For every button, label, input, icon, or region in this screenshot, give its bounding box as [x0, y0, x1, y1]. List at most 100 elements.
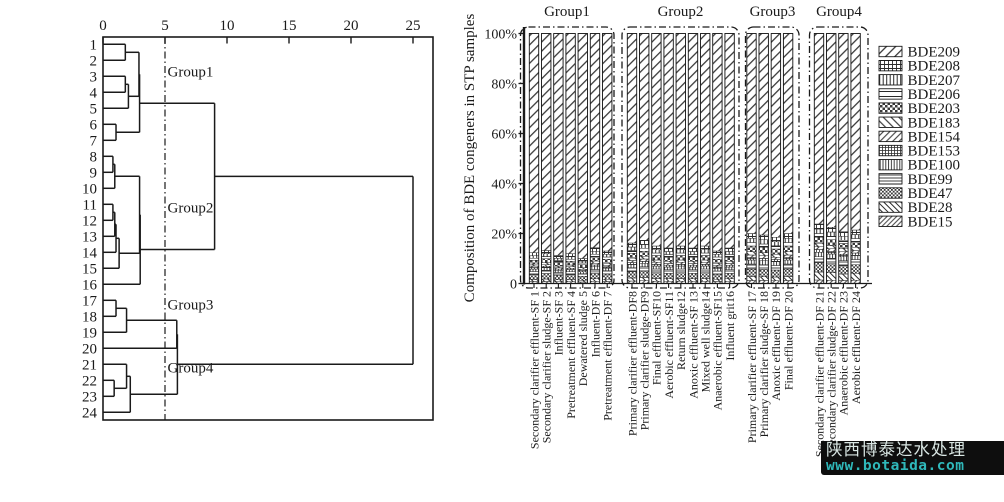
- bar-segment: [724, 269, 735, 274]
- bar-segment: [746, 263, 757, 270]
- bar-segment: [577, 264, 588, 268]
- bar-segment: [814, 262, 824, 273]
- bar-segment: [850, 255, 861, 260]
- bar-segment: [675, 262, 686, 265]
- bar: [651, 33, 662, 284]
- bar-segment: [602, 263, 613, 266]
- bar-segment: [627, 250, 637, 254]
- bar-segment: [675, 245, 686, 250]
- bar-segment: [724, 266, 735, 270]
- bar-segment: [602, 256, 613, 260]
- bar-segment: [724, 261, 735, 264]
- legend-item: BDE28: [878, 200, 953, 216]
- legend-label: BDE47: [908, 186, 954, 202]
- bar-segment: [850, 273, 861, 281]
- bar-segment: [529, 252, 539, 256]
- bar-segment: [529, 258, 539, 261]
- chart-group-label: Group1: [544, 4, 590, 20]
- legend-label: BDE28: [908, 200, 953, 216]
- bar-segment: [565, 264, 576, 267]
- leaf-label: 15: [82, 261, 97, 277]
- leaf-label: 22: [82, 373, 97, 389]
- legend-swatch: [878, 116, 903, 128]
- leaf-label: 24: [82, 405, 98, 421]
- bar-segment: [712, 256, 723, 260]
- bar-segment: [590, 264, 600, 267]
- x-tick-label: Secondary clarifier sludge-DF 22: [825, 291, 839, 451]
- bar-segment: [838, 254, 849, 257]
- bar-segment: [529, 279, 539, 282]
- bar-segment: [724, 256, 735, 262]
- bar-segment: [700, 249, 711, 254]
- bar-segment: [712, 250, 723, 255]
- bar-segment: [712, 265, 723, 268]
- bar-segment: [838, 248, 849, 252]
- bar-segment: [639, 261, 650, 264]
- bar: [626, 33, 638, 284]
- y-tick-label: 20%: [491, 227, 517, 242]
- x-tick-label: Influent-SF 3: [552, 291, 566, 355]
- bar-segment: [663, 266, 674, 270]
- legend-label: BDE99: [908, 172, 953, 188]
- leaf-label: 23: [82, 389, 97, 405]
- bar-segment: [639, 256, 650, 260]
- x-tick-label: Primary clarifier effluent-DF8: [625, 291, 639, 436]
- bar-segment: [553, 258, 564, 261]
- bar-segment: [746, 257, 757, 261]
- bar-segment: [675, 272, 686, 279]
- bar-segment: [826, 263, 837, 273]
- bar-segment: [770, 257, 781, 260]
- legend-swatch: [878, 173, 903, 185]
- leaf-label: 19: [82, 325, 97, 341]
- bar-segment: [783, 257, 794, 261]
- bar: [813, 33, 825, 284]
- bar-segment: [553, 255, 564, 259]
- legend-swatch: [878, 144, 903, 157]
- bar-segment: [758, 276, 769, 281]
- x-tick-label: Secondary clarifier sludge-SF 2: [540, 291, 554, 443]
- bar-segment: [627, 246, 637, 251]
- bar-segment: [712, 279, 723, 282]
- bar-segment: [663, 247, 674, 252]
- bar-segment: [826, 258, 837, 264]
- dendrogram-group-label: Group3: [168, 297, 214, 313]
- bar-segment: [675, 265, 686, 270]
- bar-segment: [850, 229, 861, 235]
- bar-segment: [700, 265, 711, 270]
- bar-segment: [814, 256, 824, 263]
- bar-segment: [553, 279, 564, 282]
- bar-segment: [639, 258, 650, 262]
- bar-segment: [651, 249, 662, 254]
- bar-segment: [529, 271, 539, 275]
- legend-label: BDE206: [908, 87, 961, 103]
- bar-segment: [651, 272, 662, 279]
- bar-segment: [590, 247, 600, 252]
- bar-segment: [553, 33, 564, 256]
- bar-segment: [663, 256, 674, 262]
- bar-segment: [688, 278, 698, 282]
- bar-segment: [590, 33, 600, 248]
- bar-segment: [675, 252, 686, 256]
- bar-segment: [639, 270, 650, 278]
- bar-segment: [577, 260, 588, 264]
- bar-segment: [700, 262, 711, 265]
- bar-segment: [651, 255, 662, 261]
- bar-segment: [553, 270, 564, 273]
- bar-segment: [529, 33, 539, 253]
- leaf-label: 16: [82, 277, 98, 293]
- bar-segment: [770, 241, 781, 246]
- bar-segment: [712, 274, 723, 280]
- bar: [663, 33, 674, 284]
- bar-segment: [627, 260, 637, 263]
- legend-label: BDE183: [908, 115, 961, 131]
- legend-swatch: [878, 102, 903, 114]
- bar-segment: [529, 255, 539, 259]
- bar-segment: [850, 238, 861, 242]
- leaf-label: 14: [82, 245, 98, 261]
- bar-segment: [590, 256, 600, 262]
- leaf-label: 4: [90, 85, 98, 101]
- bar-segment: [838, 243, 849, 249]
- bar-segment: [590, 272, 600, 279]
- y-tick-label: 0: [510, 277, 517, 292]
- watermark-text: 陕西博泰达水处理: [826, 440, 966, 459]
